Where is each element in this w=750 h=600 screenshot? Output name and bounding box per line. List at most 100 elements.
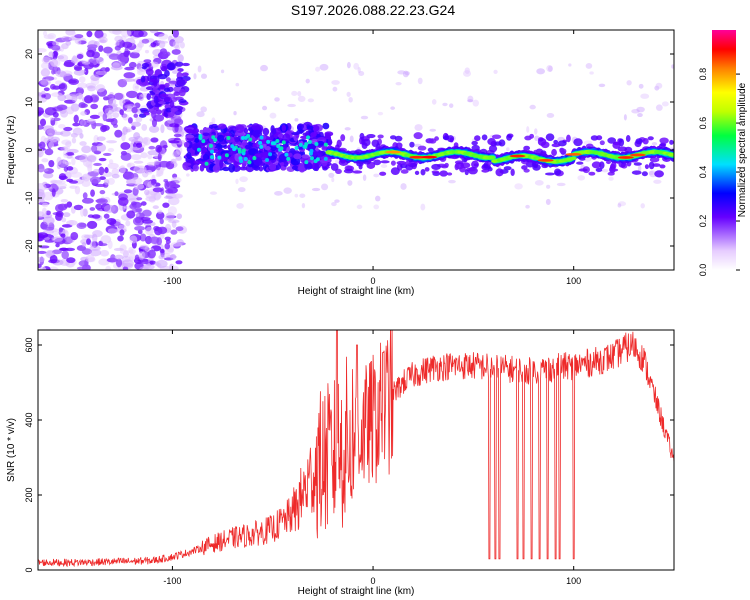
- spectrogram-cell: [649, 157, 660, 163]
- spectrogram-cell: [596, 135, 603, 141]
- spectrogram-cell: [51, 69, 56, 75]
- spectrogram-cell: [471, 160, 479, 169]
- spectrogram-cell: [91, 144, 98, 153]
- spectrogram-cell: [248, 137, 253, 142]
- spectrogram-cell: [55, 243, 60, 248]
- spectrogram-cell: [373, 159, 382, 166]
- spectrogram-cell: [86, 155, 97, 163]
- spectrogram-cell: [217, 134, 225, 142]
- spectrogram-cell: [170, 107, 177, 113]
- spectrogram-cell: [585, 63, 593, 69]
- spectrogram-cell: [123, 189, 133, 194]
- spectrogram-cell: [70, 231, 79, 241]
- spectrogram-cell: [121, 259, 134, 268]
- spectrogram-cell: [493, 69, 498, 74]
- spectrogram-cell: [235, 82, 240, 87]
- spectrogram-cell: [247, 160, 252, 165]
- spectrogram-cell: [243, 157, 248, 162]
- spectrogram-cell: [344, 127, 351, 131]
- spectrogram-cell: [409, 155, 426, 159]
- spectrogram-cell: [152, 79, 158, 87]
- spectrogram-cell: [41, 56, 52, 64]
- spectrogram-cell: [141, 124, 148, 131]
- spectrogram-cell: [286, 147, 291, 152]
- spectrogram-cell: [95, 203, 103, 210]
- spectrogram-cell: [162, 144, 168, 149]
- spectrogram-cell: [380, 160, 390, 164]
- spectrogram-cell: [131, 107, 138, 114]
- spectrogram-cell: [107, 147, 115, 153]
- spectrogram-cell: [283, 187, 292, 194]
- spectrogram-cell: [48, 159, 55, 168]
- spectrogram-cell: [103, 46, 113, 54]
- spectrogram-cell: [228, 163, 236, 173]
- spectrogram-cell: [346, 91, 351, 97]
- spectrogram-cell: [155, 259, 168, 268]
- spectrogram-cell: [559, 148, 567, 154]
- spectrogram-cell: [141, 219, 154, 224]
- spectrogram-cell: [305, 78, 310, 84]
- spectrogram-cell: [573, 138, 583, 147]
- spectrogram-cell: [93, 134, 99, 144]
- spectrogram-cell: [331, 201, 337, 207]
- spectrogram-cell: [595, 167, 603, 173]
- spectrogram-cell: [38, 256, 45, 263]
- spectrogram-cell: [211, 117, 216, 124]
- spectrogram-cell: [123, 172, 129, 177]
- spectrogram-cell: [93, 162, 102, 167]
- spectrogram-cell: [119, 109, 124, 115]
- spectrogram-cell: [202, 127, 212, 134]
- spectrogram-cell: [588, 171, 596, 176]
- spectrogram-cell: [163, 96, 171, 102]
- spectrogram-cell: [291, 131, 301, 136]
- spectrogram-cell: [118, 61, 126, 65]
- spectrogram-cell: [159, 232, 165, 239]
- spectrogram-cell: [104, 167, 109, 174]
- spectrogram-cell: [102, 112, 108, 122]
- spectrogram-cell: [155, 144, 163, 153]
- spectrogram-cell: [151, 109, 157, 119]
- spectrogram-cell: [213, 137, 218, 142]
- spectrogram-cell: [233, 110, 237, 116]
- spectrogram-cell: [193, 73, 197, 80]
- spectrogram-cell: [123, 50, 130, 58]
- colorbar-ticks: 0.0 0.2 0.4 0.6 0.8: [698, 68, 740, 276]
- spectrogram-cell: [66, 166, 74, 171]
- spectrogram-cell: [638, 83, 644, 89]
- colorbar-label: Normalized spectral amplitude: [737, 82, 748, 217]
- spectrogram-cell: [204, 161, 209, 166]
- spectrogram-cell: [74, 66, 83, 71]
- spectrogram-cell: [134, 225, 146, 231]
- spectrogram-cell: [429, 128, 437, 132]
- spectrogram-cell: [644, 164, 649, 170]
- spectrogram-cell: [136, 197, 143, 201]
- spectrogram-cell: [299, 193, 306, 198]
- spectrogram-cell: [655, 104, 663, 111]
- spectrogram-cell: [79, 119, 87, 126]
- spectrogram-cell: [171, 70, 179, 74]
- spectrogram-cell: [648, 161, 655, 170]
- spectrogram-cell: [331, 80, 340, 85]
- spectrogram-cell: [145, 226, 154, 236]
- colorbar-tick-label: 0.8: [698, 68, 708, 81]
- spectrogram-cell: [149, 30, 159, 34]
- spectrogram-cell: [200, 106, 208, 113]
- spectrogram-cell: [72, 122, 81, 127]
- spectrogram-cell: [395, 82, 402, 86]
- spectrogram-cell: [79, 76, 86, 83]
- spectrogram-cell: [442, 102, 448, 107]
- spectrogram-cell: [467, 95, 474, 103]
- spectrogram-cell: [93, 168, 100, 173]
- spectrogram-cell: [103, 204, 116, 213]
- spectrogram-cell: [319, 63, 329, 71]
- spectrogram-cell: [297, 125, 302, 131]
- spectrogram-cell: [113, 247, 124, 252]
- spectrogram-cell: [70, 171, 83, 178]
- spectrogram-cell: [81, 197, 94, 204]
- spectrogram-cell: [128, 61, 137, 69]
- spectrogram-cell: [86, 30, 93, 38]
- spectrogram-cell: [60, 233, 66, 238]
- spectrogram-cell: [106, 140, 118, 144]
- snr-panel: -100 0 100 0 200 400 600 Height of straight l…: [6, 329, 675, 597]
- spectrogram-cell: [170, 158, 177, 164]
